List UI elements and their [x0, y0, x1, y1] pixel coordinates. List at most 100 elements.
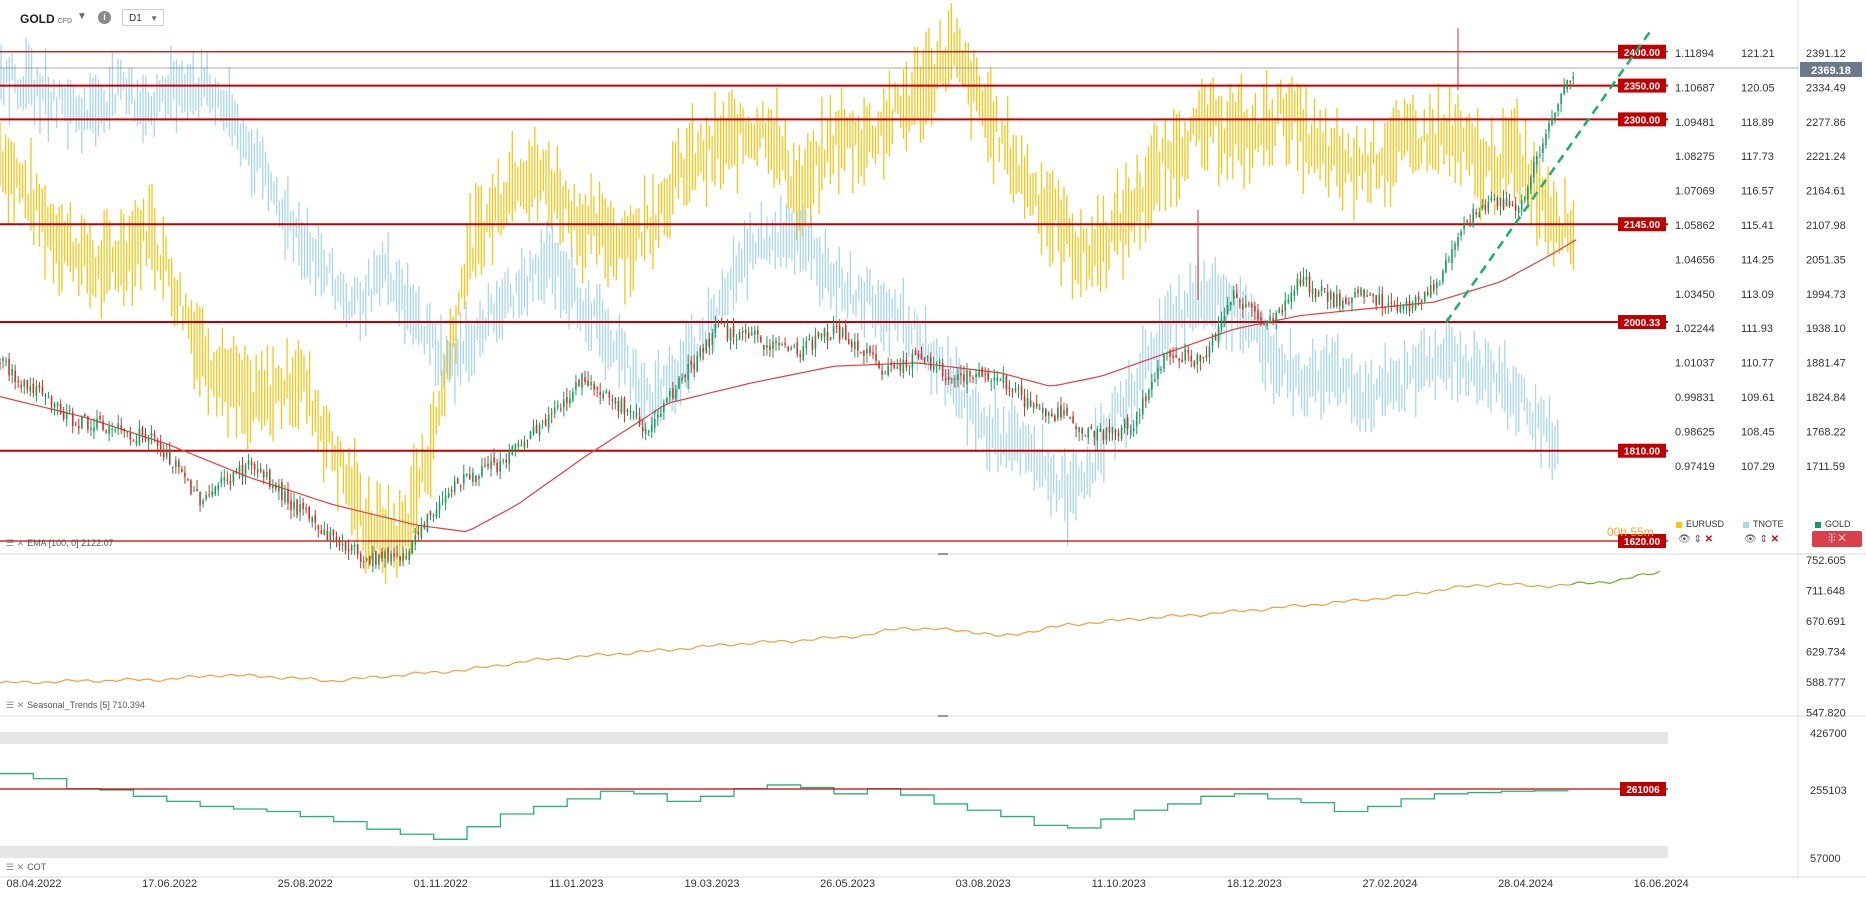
close-icon[interactable]: ✕ [1704, 534, 1714, 545]
eye-icon[interactable]: 👁 [1744, 534, 1757, 545]
reorder-icon[interactable]: ⇕ [1759, 534, 1768, 545]
gold-candle-body [951, 378, 953, 380]
gold-candle-body [632, 412, 635, 414]
gold-candle-body [750, 332, 753, 336]
gold-candle-body [1132, 428, 1135, 432]
gold-candle-body [90, 428, 92, 430]
gold-candle-body [1017, 387, 1020, 389]
axis-cot-label: 255103 [1810, 785, 1847, 797]
gold-candle-body [850, 341, 853, 347]
gold-candle-body [108, 426, 110, 434]
gold-controls[interactable]: ⫶|⫶ ✕ [1812, 531, 1862, 547]
gold-candle-body [217, 485, 220, 490]
gold-candle-body [684, 375, 686, 377]
gold-candle-body [569, 398, 571, 404]
gold-candle-body [1302, 276, 1305, 286]
gold-candle-body [417, 531, 420, 535]
gold-candle-body [954, 378, 956, 380]
gold-candle-body [438, 503, 441, 511]
gold-candle-body [1487, 201, 1490, 212]
axis-seasonal-label: 629.734 [1806, 647, 1846, 659]
axis-tnote-label: 110.77 [1741, 358, 1774, 370]
gold-color-swatch [1815, 521, 1821, 528]
gold-candle-body [1523, 197, 1526, 200]
gold-candle-body [884, 373, 886, 375]
gold-candle-body [290, 500, 292, 510]
gold-candle-body [375, 550, 377, 565]
timeframe-select[interactable]: D1 ▼ [122, 9, 164, 26]
gold-candle-body [456, 478, 459, 484]
gold-candle-body [1542, 143, 1544, 153]
gold-candle-body [1387, 303, 1390, 306]
gold-candle-body [102, 421, 104, 431]
gold-candle-body [969, 371, 971, 377]
gold-candle-body [847, 339, 850, 344]
seasonal-indicator-label[interactable]: ☰ ✕ Seasonal_Trends [5] 710.394 [6, 700, 145, 710]
axis-tnote-label: 120.05 [1741, 82, 1775, 94]
close-icon: ✕ [1838, 533, 1846, 544]
gold-candle-body [1499, 197, 1502, 207]
gold-candle-body [1339, 293, 1341, 307]
cot-indicator-label[interactable]: ☰ ✕ COT [6, 862, 47, 872]
close-icon[interactable]: ✕ [1770, 534, 1780, 545]
gold-candle-body [284, 491, 286, 503]
gold-candle-body [372, 552, 374, 567]
gold-candle-body [1536, 155, 1538, 165]
gold-candle-body [453, 481, 456, 492]
gold-candle-body [1429, 285, 1432, 297]
ema-indicator-label[interactable]: ☰ ✕ EMA [100, 0] 2122.07 [6, 538, 114, 548]
gold-candle-body [1448, 259, 1450, 261]
gold-candle-body [1384, 307, 1387, 309]
gold-candle-body [1363, 289, 1365, 298]
gold-candle-body [550, 413, 553, 415]
gold-candle-body [614, 397, 617, 404]
gold-candle-body [729, 328, 732, 341]
info-icon[interactable]: i [98, 11, 111, 24]
gold-candle-body [1351, 297, 1353, 304]
gold-candle-body [802, 346, 805, 361]
symbol-selector[interactable]: GOLD CFD [20, 12, 73, 26]
gold-candle-body [1096, 428, 1099, 441]
gold-candle-body [1223, 315, 1226, 321]
gold-candle-body [259, 469, 262, 472]
axis-tnote-label: 114.25 [1741, 254, 1774, 266]
gold-candle-body [484, 465, 486, 467]
gold-candle-body [335, 536, 338, 541]
gold-candle-body [844, 325, 847, 340]
reorder-icon[interactable]: ⇕ [1693, 534, 1702, 545]
level-tag-label: 2000.33 [1624, 318, 1661, 329]
gold-candle-body [1020, 386, 1023, 396]
gold-candle-body [935, 362, 938, 364]
level-tag-label: 2400.00 [1624, 48, 1661, 59]
gold-candle-body [62, 410, 65, 419]
gold-candle-body [302, 502, 304, 509]
chevron-down-icon[interactable]: ▼ [77, 11, 87, 22]
level-tag-label: 1810.00 [1624, 447, 1661, 458]
gold-candle-body [978, 370, 980, 377]
gold-candle-body [1072, 416, 1074, 424]
gold-candle-body [1238, 300, 1241, 303]
gold-candle-body [308, 506, 310, 519]
gold-candle-body [1554, 112, 1556, 119]
gold-candle-body [669, 390, 671, 397]
gold-candle-body [1126, 417, 1129, 429]
gold-candle-body [423, 524, 426, 529]
indicator-menu-icon: ☰ ✕ [6, 538, 25, 548]
gold-candle-body [1175, 354, 1177, 358]
gold-candle-body [150, 433, 153, 437]
gold-candle-body [987, 372, 989, 380]
gold-candle-body [196, 489, 198, 491]
gold-candle-body [41, 386, 44, 394]
gold-candle-body [153, 433, 156, 438]
gold-candle-body [1248, 303, 1250, 305]
eye-icon[interactable]: 👁 [1678, 534, 1691, 545]
gold-candle-body [672, 388, 674, 399]
gold-candle-body [332, 529, 335, 536]
gold-candle-body [1442, 270, 1444, 282]
gold-candle-body [462, 474, 465, 484]
gold-candle-body [854, 342, 856, 349]
gold-candle-body [29, 386, 32, 392]
gold-candle-body [1375, 294, 1377, 306]
gold-candle-body [1275, 312, 1277, 321]
